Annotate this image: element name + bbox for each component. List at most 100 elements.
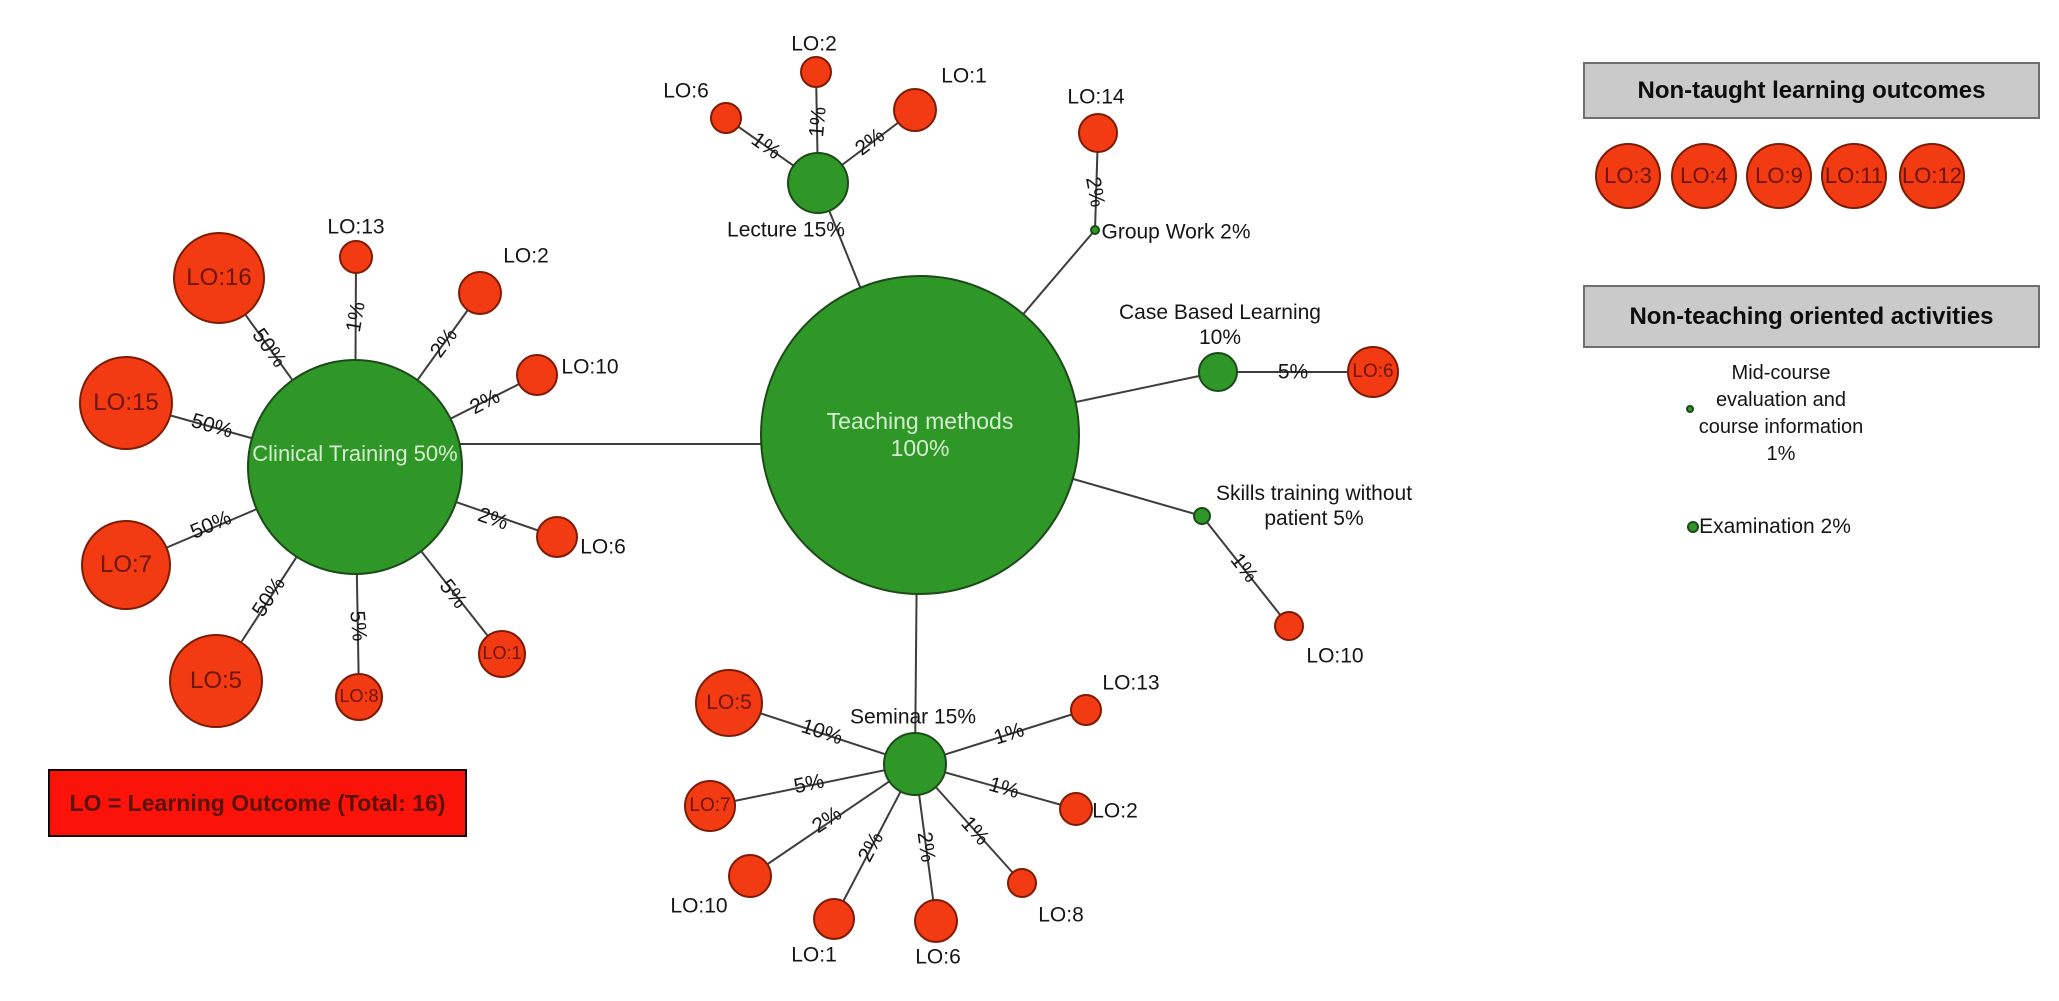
label-10-16: 10% (798, 714, 846, 750)
node-sem-lo8 (1007, 868, 1037, 898)
node-ct-lo16: LO:16 (173, 232, 265, 324)
node-nt-lo3-label: LO:3 (1604, 163, 1652, 189)
node-nt-lo11: LO:11 (1821, 143, 1887, 209)
node-case-based-learning (1198, 352, 1238, 392)
label-5-8: 5% (434, 574, 472, 613)
node-sem-lo13 (1070, 694, 1102, 726)
node-ct-lo1: LO:1 (478, 630, 526, 678)
label-1-21: 1% (956, 811, 994, 850)
label-5-7: 5% (345, 609, 371, 643)
label-2-20: 2% (912, 830, 940, 864)
node-ct-lo5: LO:5 (169, 634, 263, 728)
label-lo-6-34: LO:6 (915, 945, 961, 969)
node-nt-lo12-label: LO:12 (1902, 163, 1962, 189)
label-1-1: 1% (341, 300, 370, 334)
node-cbl-lo6: LO:6 (1347, 346, 1399, 398)
node-lecture (787, 152, 849, 214)
node-sem-lo5-label: LO:5 (706, 690, 752, 714)
non-teaching-title: Non-teaching oriented activities (1629, 302, 1994, 330)
node-ct-lo2 (458, 271, 502, 315)
node-nt-lo11-label: LO:11 (1824, 163, 1884, 189)
label-2-18: 2% (807, 801, 846, 838)
node-lec-lo2 (800, 56, 832, 88)
label-1-11: 1% (805, 105, 831, 139)
label-2-12: 2% (850, 123, 889, 161)
group-work-title: Group Work 2% (1101, 220, 1251, 244)
node-sem-lo1 (813, 898, 855, 940)
node-clinical-training-label: Clinical Training 50% (252, 441, 458, 467)
node-ct-lo16-label: LO:16 (186, 263, 252, 291)
node-teaching-methods-label: Teaching methods 100% (826, 407, 1014, 461)
node-ct-lo13 (339, 240, 373, 274)
node-sem-lo7: LO:7 (684, 780, 736, 832)
node-sem-lo2 (1059, 792, 1093, 826)
label-5-17: 5% (791, 769, 827, 799)
node-sem-lo6 (914, 899, 958, 943)
node-nt-lo12: LO:12 (1899, 143, 1965, 209)
label-lo-6-24: LO:6 (663, 79, 709, 103)
node-ct-lo15-label: LO:15 (93, 388, 159, 416)
node-nt-lo4: LO:4 (1671, 143, 1737, 209)
node-examination-dot (1687, 521, 1699, 533)
non-taught-title: Non-taught learning outcomes (1637, 76, 1986, 104)
node-ct-lo7: LO:7 (81, 520, 171, 610)
node-skills-lo10 (1274, 611, 1304, 641)
node-ct-lo8-label: LO:8 (339, 686, 379, 707)
label-lo-2-29: LO:2 (503, 244, 549, 268)
node-clinical-training: Clinical Training 50% (247, 359, 463, 575)
label-lo-10-38: LO:10 (1306, 644, 1364, 668)
node-nt-lo3: LO:3 (1595, 143, 1661, 209)
node-lec-lo6 (710, 102, 742, 134)
node-ct-lo7-label: LO:7 (99, 550, 153, 578)
node-ct-lo10 (516, 354, 558, 396)
label-2-19: 2% (853, 828, 889, 866)
case-based-learning-title: Case Based Learning 10% (1119, 300, 1321, 349)
label-lo-1-33: LO:1 (791, 943, 837, 967)
label-lo-2-36: LO:2 (1092, 799, 1138, 823)
label-2-2: 2% (425, 323, 463, 362)
label-lo-10-30: LO:10 (561, 355, 619, 379)
non-teaching-panel: Non-teaching oriented activities (1583, 285, 2040, 348)
non-taught-panel: Non-taught learning outcomes (1583, 62, 2040, 119)
label-50-6: 50% (247, 573, 291, 621)
label-lo-8-35: LO:8 (1038, 903, 1084, 927)
node-nt-lo9: LO:9 (1746, 143, 1812, 209)
node-nt-lo4-label: LO:4 (1680, 163, 1728, 189)
label-1-15: 1% (1225, 548, 1263, 587)
label-lo-13-28: LO:13 (327, 215, 385, 239)
skills-training-title: Skills training without patient 5% (1215, 481, 1413, 530)
node-ct-lo1-label: LO:1 (482, 643, 522, 664)
lecture-title: Lecture 15% (727, 218, 845, 242)
label-1-22: 1% (986, 772, 1022, 804)
examination-label: Examination 2% (1699, 515, 1851, 538)
node-ct-lo6 (536, 516, 578, 558)
node-ct-lo8: LO:8 (335, 673, 383, 721)
seminar-title: Seminar 15% (849, 705, 977, 729)
label-50-0: 50% (247, 324, 291, 372)
label-lo-2-25: LO:2 (791, 32, 837, 56)
node-ct-lo5-label: LO:5 (189, 666, 243, 694)
node-lec-lo1 (893, 88, 937, 132)
label-5-14: 5% (1277, 360, 1309, 384)
label-50-4: 50% (188, 409, 236, 443)
label-1-23: 1% (990, 718, 1027, 750)
node-gw-lo14 (1078, 113, 1118, 153)
lo-note-text: LO = Learning Outcome (Total: 16) (69, 789, 446, 816)
node-seminar (883, 732, 947, 796)
node-sem-lo7-label: LO:7 (689, 794, 731, 816)
node-nt-lo9-label: LO:9 (1755, 163, 1803, 189)
mid-course-label: Mid-course evaluation and course informa… (1698, 362, 1864, 465)
label-2-3: 2% (466, 384, 504, 420)
label-2-9: 2% (474, 503, 512, 535)
lo-note-box: LO = Learning Outcome (Total: 16) (48, 769, 467, 837)
label-1-10: 1% (747, 127, 786, 165)
label-2-13: 2% (1081, 175, 1110, 209)
node-mid-course-dot (1686, 405, 1694, 413)
node-teaching-methods: Teaching methods 100% (760, 275, 1080, 595)
node-ct-lo15: LO:15 (79, 356, 173, 450)
node-group-work-dot (1090, 225, 1100, 235)
node-skills-training-dot (1193, 507, 1211, 525)
label-lo-14-27: LO:14 (1067, 85, 1125, 109)
node-sem-lo5: LO:5 (695, 669, 763, 737)
